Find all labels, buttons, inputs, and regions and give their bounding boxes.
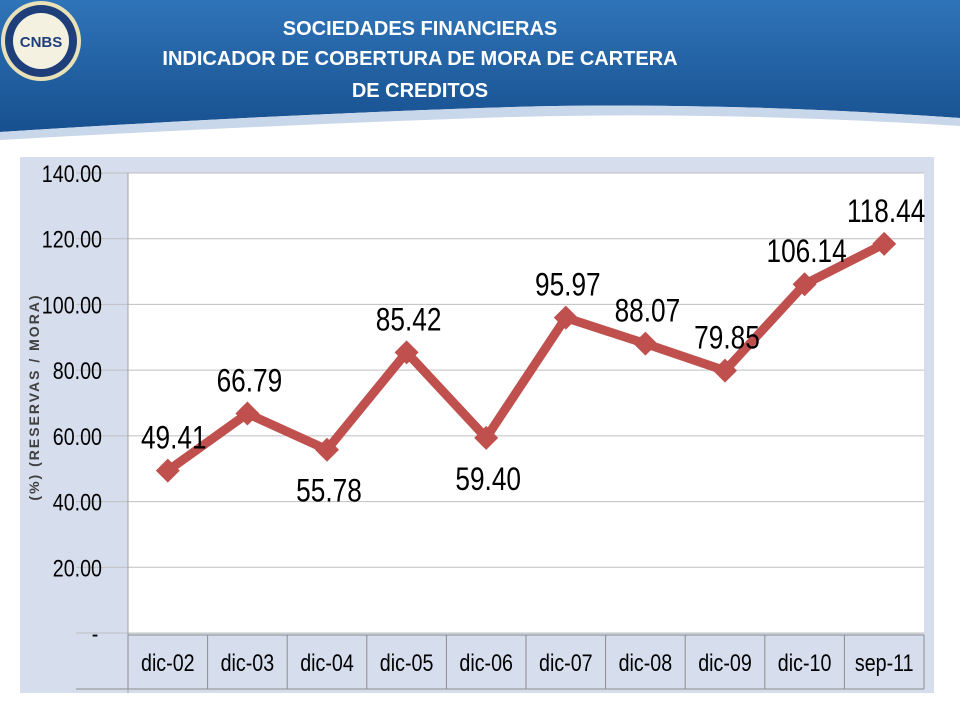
data-label: 95.97 [535,268,601,303]
line-chart: - 20.00 40.00 60.00 80.00 100.00 120.00 140.00 (… [26,160,925,693]
data-label: 49.41 [141,421,207,456]
chart-panel: - 20.00 40.00 60.00 80.00 100.00 120.00 140.00 (… [20,157,934,693]
data-point-marker [872,231,897,256]
data-label: 66.79 [217,364,283,399]
page-title-line-1: SOCIEDADES FINANCIERAS [282,18,558,40]
y-tick-label: 40.00 [53,489,102,516]
x-tick-label: dic-09 [698,649,752,676]
data-point-marker [713,358,737,383]
y-axis-title: (%) (RESERVAS / MORA) [26,293,42,500]
y-tick-label: 120.00 [42,226,102,253]
data-point-marker [474,425,499,450]
y-tick-label: 80.00 [53,357,102,384]
page-title-line-3: DE CREDITOS [351,80,489,102]
data-label: 85.42 [376,303,442,338]
y-tick-label: 100.00 [42,292,102,319]
x-tick-label: dic-02 [141,649,195,676]
data-label: 118.44 [847,195,925,230]
logo-text: CNBS [20,34,63,51]
data-point-marker [315,437,339,462]
x-tick-label: dic-04 [300,649,354,676]
x-tick-label: sep-11 [855,649,914,676]
x-tick-label: dic-07 [539,649,593,676]
data-point-marker [155,458,180,483]
data-point-marker [792,272,817,297]
plot-area [128,173,924,633]
x-tick-label: dic-03 [221,649,275,676]
y-tick-label: 60.00 [53,423,102,450]
x-tick-label: dic-10 [778,649,832,676]
data-label: 55.78 [296,474,362,509]
y-tick-label: - [92,620,99,647]
data-label: 79.85 [694,321,760,356]
data-point-marker [553,305,578,330]
data-point-marker [235,401,260,426]
data-label: 88.07 [615,294,681,329]
y-tick-label: 140.00 [42,160,102,187]
data-point-marker [633,331,658,356]
cnbs-logo: CNBS [1,1,81,81]
y-tick-label: 20.00 [53,554,102,581]
data-label: 59.40 [455,462,521,497]
page-title-line-2: INDICADOR DE COBERTURA DE MORA DE CARTER… [162,48,678,70]
x-tick-label: dic-05 [380,649,434,676]
header-banner [0,0,960,140]
slide-header: SOCIEDADES FINANCIERAS INDICADOR DE COBE… [0,0,960,150]
data-label: 106.14 [766,235,846,270]
x-tick-label: dic-06 [459,649,513,676]
data-point-marker [394,340,419,365]
x-tick-label: dic-08 [619,649,673,676]
series-line [165,239,887,475]
